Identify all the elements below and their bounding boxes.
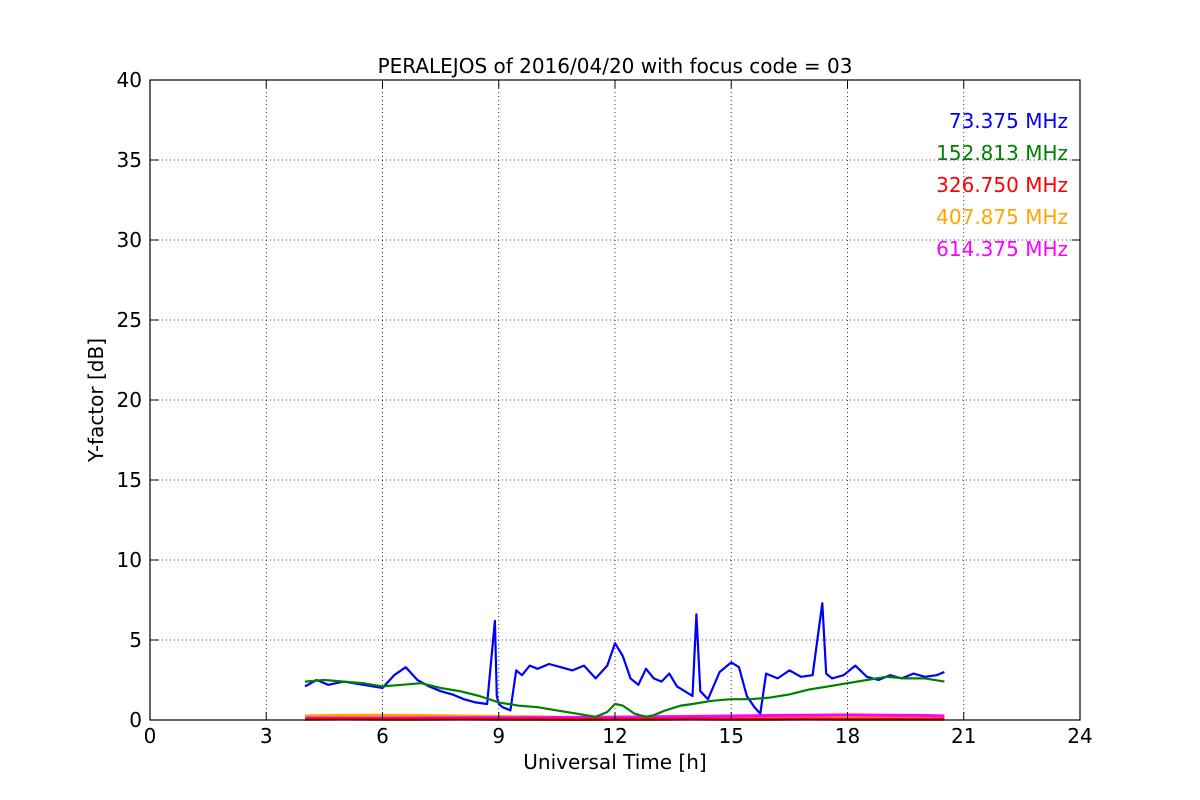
y-tick-label: 25 (117, 308, 142, 332)
y-axis-label: Y-factor [dB] (84, 338, 108, 463)
grid (150, 80, 1080, 720)
x-tick-label: 3 (260, 724, 273, 748)
x-tick-label: 18 (835, 724, 860, 748)
x-tick-label: 24 (1067, 724, 1092, 748)
y-tick-label: 30 (117, 228, 142, 252)
y-tick-label: 40 (117, 68, 142, 92)
legend-entry-152-813-mhz: 152.813 MHz (936, 141, 1068, 165)
y-tick-label: 15 (117, 468, 142, 492)
y-tick-label: 10 (117, 548, 142, 572)
legend-entry-326-750-mhz: 326.750 MHz (936, 173, 1068, 197)
legend-entry-73-375-mhz: 73.375 MHz (949, 109, 1068, 133)
legend-entry-407-875-mhz: 407.875 MHz (936, 205, 1068, 229)
legend-entry-614-375-mhz: 614.375 MHz (936, 237, 1068, 261)
x-tick-label: 6 (376, 724, 389, 748)
x-tick-label: 9 (492, 724, 505, 748)
y-tick-label: 0 (129, 708, 142, 732)
x-axis-label: Universal Time [h] (523, 750, 706, 774)
y-tick-label: 20 (117, 388, 142, 412)
x-tick-label: 21 (951, 724, 976, 748)
legend: 73.375 MHz 152.813 MHz 326.750 MHz 407.875 … (936, 109, 1068, 261)
y-tick-label: 5 (129, 628, 142, 652)
y-tick-label: 35 (117, 148, 142, 172)
x-tick-label: 15 (719, 724, 744, 748)
series-layer (304, 602, 945, 721)
series-line-73-375-mhz (304, 602, 945, 715)
series-line-152-813-mhz (304, 675, 945, 718)
x-tick-label: 0 (144, 724, 157, 748)
ticks: 0 3 6 9 12 15 18 21 24 0 5 10 15 20 25 30 35 40 (117, 68, 1093, 748)
x-tick-label: 12 (602, 724, 627, 748)
chart-title: PERALEJOS of 2016/04/20 with focus code … (378, 54, 853, 78)
